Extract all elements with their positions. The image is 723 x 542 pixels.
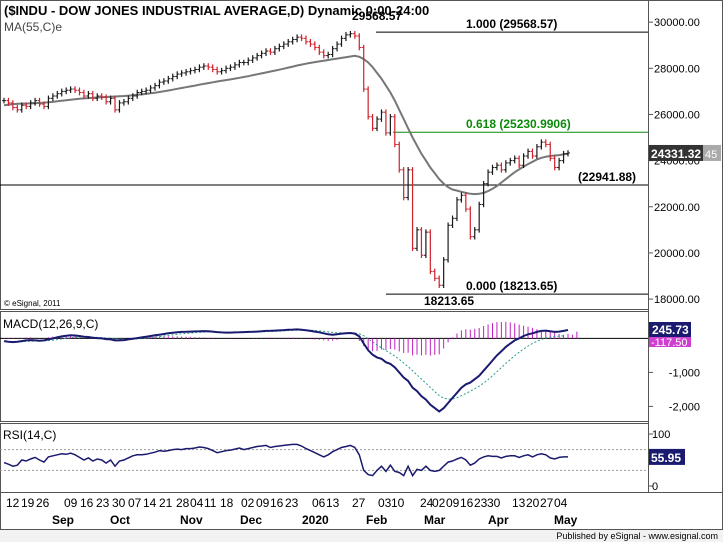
fib-label: 0.618 (25230.9906) <box>466 117 571 131</box>
x-day-label: 13 <box>326 496 340 510</box>
x-day-label: 18 <box>220 496 234 510</box>
x-day-label: 12 <box>6 496 20 510</box>
price-tick-label: 18000.00 <box>654 294 700 306</box>
rsi-label: RSI(14,C) <box>3 428 56 442</box>
x-day-label: 28 <box>176 496 190 510</box>
x-day-label: 13 <box>512 496 526 510</box>
x-day-label: 09 <box>256 496 270 510</box>
x-day-label: 16 <box>80 496 94 510</box>
x-day-label: 04 <box>190 496 204 510</box>
ma-price-label: 45 <box>705 149 717 161</box>
price-tick-label: 20000.00 <box>654 248 700 260</box>
x-day-label: 27 <box>352 496 366 510</box>
x-month-label: Oct <box>110 513 130 527</box>
last-price-tag <box>649 144 703 161</box>
x-day-label: 14 <box>143 496 157 510</box>
price-tick-label: 26000.00 <box>654 109 700 121</box>
price-tick-label: 22000.00 <box>654 202 700 214</box>
x-day-label: 24 <box>420 496 434 510</box>
x-month-label: Apr <box>488 513 509 527</box>
x-month-label: Sep <box>52 513 74 527</box>
x-day-label: 02 <box>432 496 446 510</box>
macd-value-label: 245.73 <box>652 323 689 337</box>
x-day-label: 09 <box>446 496 460 510</box>
macd-label: MACD(12,26,9,C) <box>3 317 98 331</box>
chart-title: ($INDU - DOW JONES INDUSTRIAL AVERAGE,D)… <box>4 3 429 18</box>
price-panel-frame <box>0 0 649 310</box>
fib-label: 1.000 (29568.57) <box>466 17 557 31</box>
x-day-label: 23 <box>474 496 488 510</box>
x-day-label: 23 <box>96 496 110 510</box>
macd-panel-frame <box>0 311 649 422</box>
x-day-label: 02 <box>241 496 255 510</box>
x-day-label: 04 <box>554 496 568 510</box>
rsi-value-label: 55.95 <box>651 451 681 465</box>
ma-line <box>3 54 569 196</box>
last-price-label: 24331.32 <box>651 147 701 161</box>
x-month-label: Dec <box>240 513 262 527</box>
footer-text: Published by eSignal - www.esignal.com <box>556 531 718 541</box>
x-day-label: 23 <box>285 496 299 510</box>
macd-tick-label: -1,000 <box>669 367 700 379</box>
x-day-label: 30 <box>112 496 126 510</box>
macd-signal-label: -117.50 <box>651 337 688 349</box>
x-day-label: 21 <box>159 496 173 510</box>
x-month-label: 2020 <box>302 513 329 527</box>
x-day-label: 06 <box>312 496 326 510</box>
x-month-label: May <box>554 513 578 527</box>
x-month-label: Mar <box>424 513 446 527</box>
peak-label: 29568.57 <box>352 9 402 23</box>
ma-price-tag <box>703 144 721 161</box>
x-day-label: 20 <box>526 496 540 510</box>
price-tick-label: 28000.00 <box>654 63 700 75</box>
x-day-label: 09 <box>64 496 78 510</box>
x-day-label: 30 <box>487 496 501 510</box>
macd-tick-label: -2,000 <box>669 401 700 413</box>
x-month-label: Feb <box>366 513 387 527</box>
fib-label: 0.000 (18213.65) <box>466 279 557 293</box>
macd-layer: -1,000 -2,000 245.73-117.50 <box>0 321 700 413</box>
trough-label: 18213.65 <box>424 294 474 308</box>
rsi-tick-label: 100 <box>652 429 670 441</box>
footer-bar <box>0 530 723 542</box>
axis-layer: 12 19 26 09 16 23 30 07 14 21 28 04 11 18 02 09 16 23 06 13… <box>6 496 578 527</box>
x-day-label: 16 <box>460 496 474 510</box>
price-layer: 30000.0028000.0026000.0024000.0022000.00… <box>0 9 721 308</box>
macd-value-tag <box>649 322 691 337</box>
macd-signal-tag <box>649 337 691 347</box>
rsi-layer: 100 0 55.95 <box>0 429 685 493</box>
x-day-label: 26 <box>36 496 50 510</box>
rsi-panel-frame <box>0 423 649 493</box>
x-day-label: 10 <box>391 496 405 510</box>
ma-label: MA(55,C)e <box>4 20 62 34</box>
macd-line <box>3 328 569 413</box>
x-month-label: Nov <box>180 513 203 527</box>
x-day-label: 19 <box>21 496 35 510</box>
rsi-value-tag <box>649 448 685 465</box>
x-day-label: 07 <box>128 496 142 510</box>
x-day-label: 27 <box>540 496 554 510</box>
x-axis-frame <box>0 492 723 530</box>
x-day-label: 16 <box>270 496 284 510</box>
rsi-line <box>3 443 568 478</box>
fib-label: (22941.88) <box>578 170 636 184</box>
x-day-label: 03 <box>378 496 392 510</box>
price-tick-label: 30000.00 <box>654 17 700 29</box>
copyright-label: © eSignal, 2011 <box>4 299 61 308</box>
x-day-label: 11 <box>204 496 217 510</box>
rsi-tick-label: 0 <box>652 481 658 493</box>
